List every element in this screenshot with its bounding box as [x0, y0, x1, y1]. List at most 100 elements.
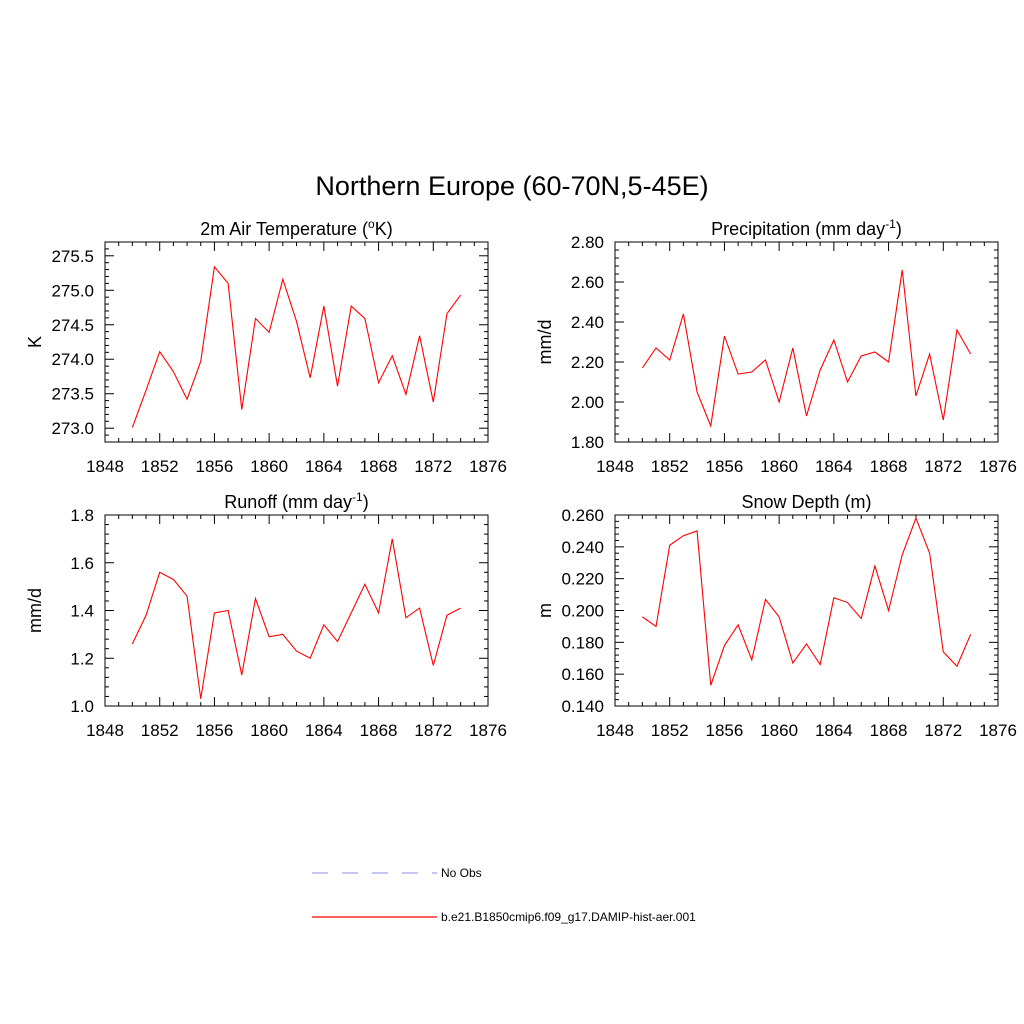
- data-point: [404, 616, 407, 619]
- data-point: [655, 625, 658, 628]
- y-tick-label: 275.5: [51, 247, 94, 266]
- data-point: [805, 415, 808, 418]
- x-tick-label: 1864: [305, 457, 343, 476]
- x-tick-label: 1868: [870, 721, 908, 740]
- data-point: [309, 657, 312, 660]
- data-point: [778, 615, 781, 618]
- data-point: [819, 369, 822, 372]
- panel-title-text: Snow Depth (m): [741, 492, 871, 512]
- data-point: [641, 615, 644, 618]
- panel-title-text: Runoff (mm day: [224, 492, 352, 512]
- panel-title-suffix: ): [363, 492, 369, 512]
- data-point: [819, 663, 822, 666]
- data-point: [213, 611, 216, 614]
- y-tick-label: 2.20: [571, 353, 604, 372]
- data-point: [928, 552, 931, 555]
- legend-label: No Obs: [441, 866, 482, 880]
- figure-title: Northern Europe (60-70N,5-45E): [315, 171, 708, 201]
- data-point: [901, 553, 904, 556]
- data-point: [805, 642, 808, 645]
- legend-item-2: b.e21.B1850cmip6.f09_g17.DAMIP-hist-aer.…: [312, 910, 696, 924]
- x-tick-label: 1860: [760, 457, 798, 476]
- y-tick-label: 1.0: [70, 697, 94, 716]
- x-tick-label: 1864: [815, 721, 853, 740]
- data-point: [281, 633, 284, 636]
- y-tick-label: 2.40: [571, 313, 604, 332]
- data-point: [240, 408, 243, 411]
- y-tick-label: 275.0: [51, 281, 94, 300]
- data-point: [846, 381, 849, 384]
- y-tick-label: 0.200: [561, 602, 604, 621]
- data-point: [377, 381, 380, 384]
- data-point: [268, 331, 271, 334]
- panel-title: Snow Depth (m): [741, 492, 871, 512]
- panel-title-text: 2m Air Temperature (: [200, 219, 368, 239]
- data-point: [709, 684, 712, 687]
- data-point: [682, 313, 685, 316]
- data-point: [254, 317, 257, 320]
- data-point: [227, 282, 230, 285]
- data-point: [750, 658, 753, 661]
- panel-title-superscript: -1: [885, 217, 896, 231]
- data-point: [914, 395, 917, 398]
- data-point: [295, 650, 298, 653]
- y-tick-label: 2.60: [571, 273, 604, 292]
- x-tick-label: 1872: [924, 721, 962, 740]
- data-point: [213, 265, 216, 268]
- y-tick-label: 0.160: [561, 665, 604, 684]
- data-point: [158, 350, 161, 353]
- panel-title-text: Precipitation (mm day: [711, 219, 885, 239]
- data-point: [737, 373, 740, 376]
- data-point: [254, 597, 257, 600]
- data-point: [873, 564, 876, 567]
- y-tick-label: 0.180: [561, 633, 604, 652]
- data-point: [668, 359, 671, 362]
- x-tick-label: 1868: [360, 457, 398, 476]
- data-point: [764, 359, 767, 362]
- panel-title-suffix: K): [375, 219, 393, 239]
- x-tick-label: 1856: [706, 721, 744, 740]
- y-tick-label: 1.4: [70, 602, 94, 621]
- data-point: [281, 278, 284, 281]
- data-point: [240, 673, 243, 676]
- data-point: [445, 614, 448, 617]
- x-tick-label: 1852: [141, 721, 179, 740]
- data-point: [942, 419, 945, 422]
- data-point: [186, 595, 189, 598]
- x-tick-label: 1876: [469, 457, 507, 476]
- chart-panel-1: 2m Air Temperature (oK) K 1848 1852 1856 1860…: [25, 217, 507, 476]
- x-tick-label: 1856: [706, 457, 744, 476]
- data-point: [227, 609, 230, 612]
- panel-title: Precipitation (mm day-1): [711, 217, 902, 239]
- x-tick-label: 1876: [469, 721, 507, 740]
- data-point: [309, 376, 312, 379]
- data-point: [668, 544, 671, 547]
- data-point: [860, 355, 863, 358]
- panel-title-superscript: o: [368, 217, 375, 231]
- data-point: [955, 665, 958, 668]
- x-tick-label: 1868: [360, 721, 398, 740]
- data-point: [969, 353, 972, 356]
- x-tick-label: 1848: [86, 721, 124, 740]
- data-point: [791, 662, 794, 665]
- data-point: [158, 571, 161, 574]
- data-point: [391, 537, 394, 540]
- chart-panel-2: Precipitation (mm day-1) mm/d 1848 1852 1856…: [535, 217, 1017, 476]
- y-tick-label: 1.80: [571, 433, 604, 452]
- series-line: [641, 269, 972, 429]
- data-point: [737, 623, 740, 626]
- data-point: [336, 640, 339, 643]
- data-point: [322, 305, 325, 308]
- data-point: [723, 644, 726, 647]
- y-tick-label: 1.2: [70, 649, 94, 668]
- panel-title-suffix: ): [896, 219, 902, 239]
- plot-frame: [104, 514, 489, 707]
- y-axis-label: K: [25, 336, 45, 348]
- data-point: [131, 426, 134, 429]
- panel-title: Runoff (mm day-1): [224, 490, 368, 512]
- x-tick-label: 1872: [414, 721, 452, 740]
- data-point: [723, 335, 726, 338]
- data-point: [350, 305, 353, 308]
- y-tick-label: 2.00: [571, 393, 604, 412]
